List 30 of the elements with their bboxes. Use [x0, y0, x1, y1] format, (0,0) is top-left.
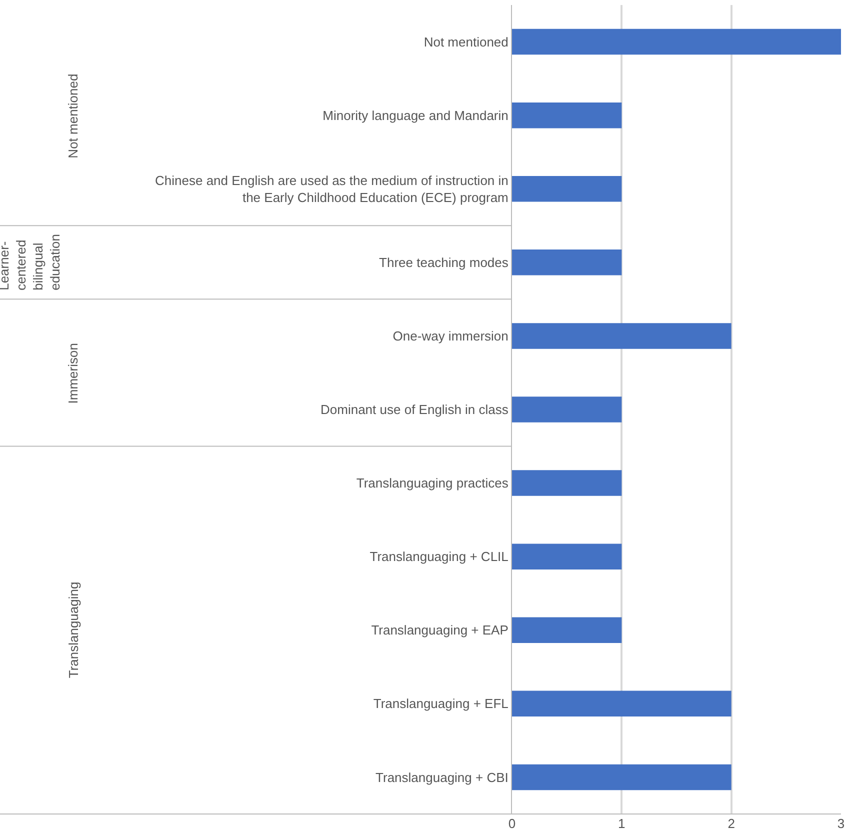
- bar: [512, 102, 622, 128]
- bar: [512, 617, 622, 644]
- x-tick-label: 1: [618, 816, 626, 831]
- y-tick-label: Translanguaging practices: [356, 476, 509, 491]
- bar: [512, 544, 622, 570]
- text: Immerison: [65, 343, 80, 404]
- bar: [512, 250, 622, 276]
- text: Translanguaging: [66, 582, 81, 678]
- y-tick-label: One-way immersion: [392, 328, 508, 344]
- y-tick-label: Not mentioned: [424, 34, 508, 50]
- x-tick-label: 3: [837, 816, 845, 831]
- y-tick-label: Translanguaging + CBI: [376, 770, 508, 785]
- bar: [512, 28, 841, 55]
- x-tick-label: 2: [728, 816, 735, 831]
- y-tick-label: Dominant use of English in class: [320, 402, 509, 418]
- bar: [512, 690, 732, 717]
- text: Learner-centered bilingual education: [0, 234, 62, 290]
- bar: [512, 470, 622, 496]
- y-tick-label: Minority language and Mandarin: [322, 108, 508, 123]
- bar: [512, 764, 732, 790]
- y-tick-label: Translanguaging + EFL: [373, 696, 508, 712]
- text: Not mentioned: [66, 74, 81, 158]
- bar: [512, 396, 622, 422]
- bar: [512, 176, 622, 202]
- y-tick-label: Chinese and English are used as the medium of instruction in the Early Childhood Education (ECE) program: [155, 172, 508, 205]
- y-tick-label: Three teaching modes: [379, 254, 509, 270]
- y-tick-label: Translanguaging + EAP: [371, 622, 508, 638]
- bar: [512, 323, 732, 349]
- x-tick-label: 0: [508, 816, 516, 831]
- y-tick-label: Translanguaging + CLIL: [370, 549, 508, 564]
